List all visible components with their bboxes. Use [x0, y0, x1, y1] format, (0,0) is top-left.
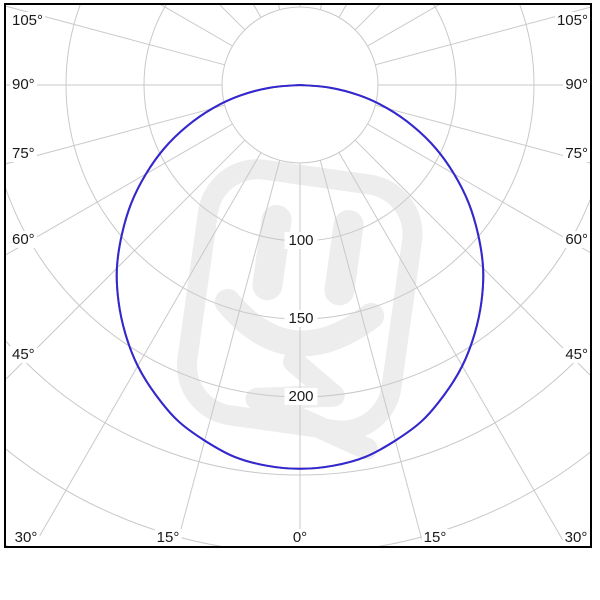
plug-prong-left — [252, 204, 292, 301]
plug-cable-zigzag — [245, 350, 378, 460]
grid-ray-45deg — [354, 139, 590, 376]
intensity-curves — [115, 84, 485, 470]
plug-prong-right — [324, 209, 364, 306]
chart-border — [4, 3, 592, 548]
grid-ray-15deg — [319, 160, 425, 546]
grid-ray-315deg — [6, 139, 246, 380]
grid-ray-330deg — [33, 152, 262, 546]
grid-ray-300deg — [6, 123, 233, 256]
grid-ray-75deg — [375, 104, 590, 164]
grid-ray-105deg — [375, 6, 590, 66]
grid-ray-240deg — [160, 5, 233, 47]
grid-ray-285deg — [6, 104, 225, 165]
grid-ray-30deg — [338, 152, 567, 546]
grid-ray-255deg — [6, 5, 225, 66]
grid-ray-120deg — [367, 5, 440, 47]
chart-footer: cd/klm C0 - C180 C90 - C270 η = 72% — [0, 548, 600, 600]
grid-ray-60deg — [367, 123, 590, 254]
plug-smile-curve — [214, 288, 385, 357]
curve-c90-c270 — [115, 84, 485, 470]
plug-logo-watermark — [176, 159, 423, 460]
grid-ray-345deg — [175, 160, 281, 546]
